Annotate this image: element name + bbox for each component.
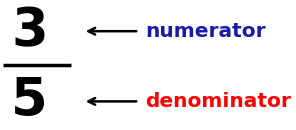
Text: 3: 3 xyxy=(11,5,48,57)
Text: denominator: denominator xyxy=(145,92,291,111)
Text: numerator: numerator xyxy=(145,22,266,41)
Text: 5: 5 xyxy=(11,75,48,127)
